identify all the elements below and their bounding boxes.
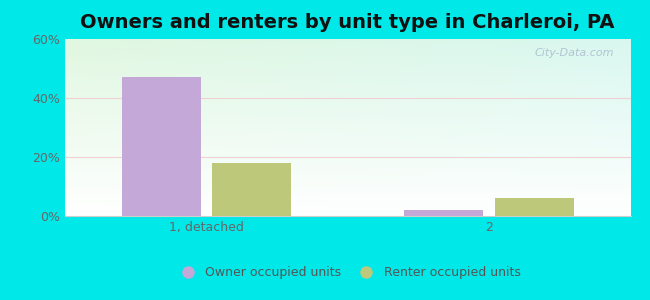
Bar (404, 210, 484, 216)
Legend: Owner occupied units, Renter occupied units: Owner occupied units, Renter occupied un… (170, 261, 525, 284)
Title: Owners and renters by unit type in Charleroi, PA: Owners and renters by unit type in Charl… (81, 13, 615, 32)
Bar (122, 77, 201, 216)
Bar (212, 163, 291, 216)
Text: City-Data.com: City-Data.com (534, 48, 614, 58)
Bar (495, 198, 574, 216)
